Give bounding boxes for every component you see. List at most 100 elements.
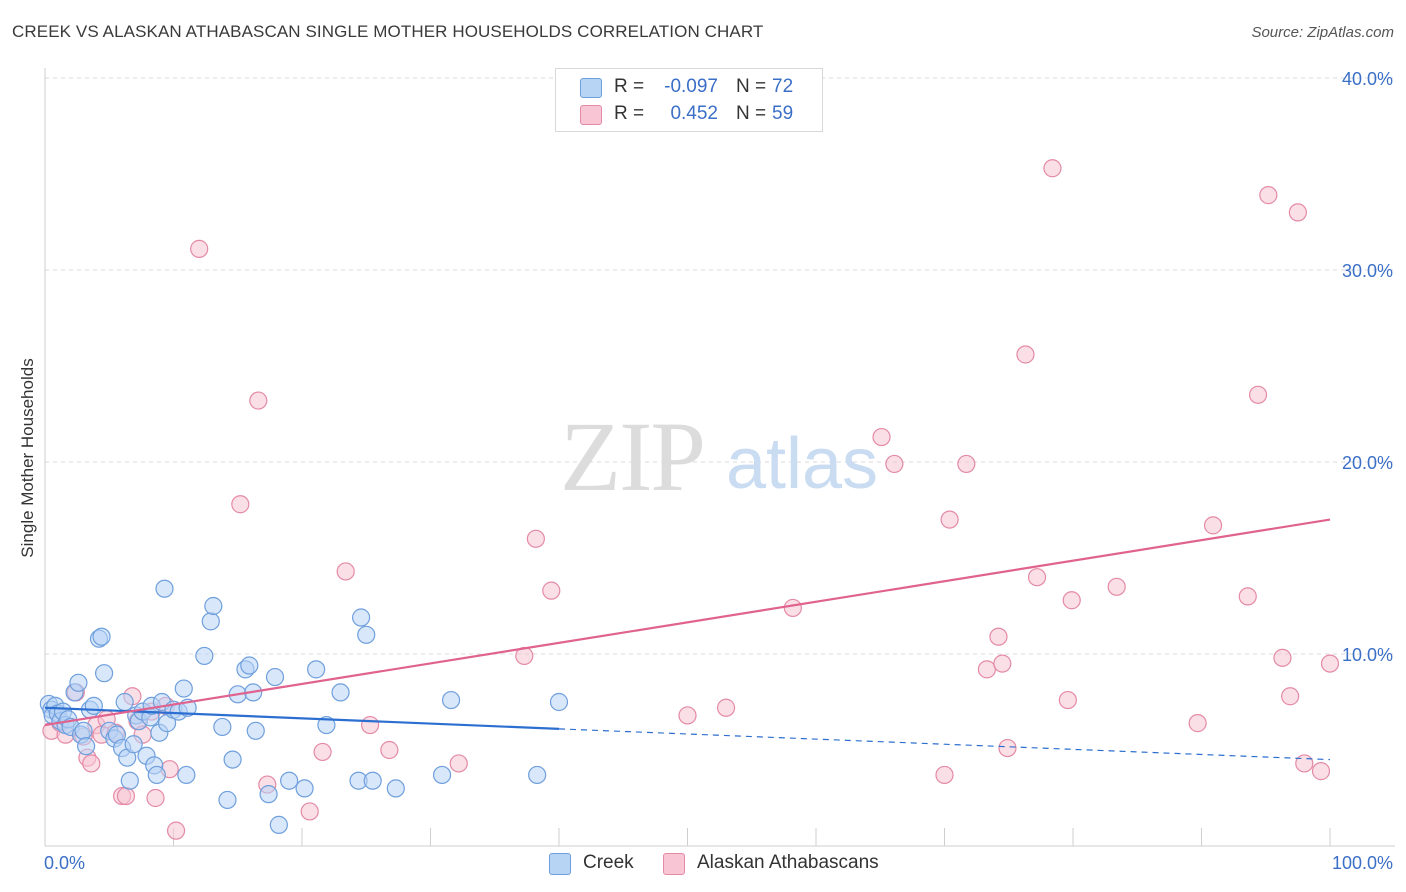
point-alaskan-athabascans	[977, 660, 997, 679]
point-alaskan-athabascans	[1248, 385, 1268, 404]
point-alaskan-athabascans	[300, 802, 319, 821]
point-alaskan-athabascans	[716, 698, 736, 717]
point-creek	[124, 735, 143, 754]
point-alaskan-athabascans	[231, 495, 250, 514]
point-creek	[363, 771, 382, 790]
point-creek	[177, 765, 196, 785]
legend-r-label: R =	[614, 103, 645, 124]
point-alaskan-athabascans	[885, 454, 904, 474]
bottom-legend-label-alaskan: Alaskan Athabascans	[697, 852, 879, 873]
point-alaskan-athabascans	[1043, 159, 1062, 178]
trend-line-alaskan-athabascans	[44, 518, 1331, 727]
point-creek	[92, 627, 111, 646]
series-creek	[39, 579, 569, 834]
point-alaskan-athabascans	[449, 754, 468, 773]
y-axis-label: Single Mother Households	[18, 358, 37, 558]
bottom-legend-swatch-alaskan	[663, 853, 685, 875]
point-alaskan-athabascans	[783, 598, 802, 618]
point-creek	[95, 664, 114, 683]
point-alaskan-athabascans	[526, 529, 545, 548]
grid-lines	[45, 77, 1395, 655]
point-creek	[317, 715, 336, 735]
point-creek	[357, 625, 376, 644]
point-alaskan-athabascans	[872, 427, 891, 447]
x-tick-label: 100.0%	[1332, 853, 1393, 873]
legend-n-value: 72	[772, 76, 794, 97]
point-creek	[295, 779, 314, 798]
trend-line-creek-extrapolated	[558, 728, 1331, 761]
point-alaskan-athabascans	[249, 391, 268, 410]
point-alaskan-athabascans	[1016, 345, 1035, 364]
point-creek	[259, 785, 278, 804]
point-creek	[240, 656, 259, 675]
point-alaskan-athabascans	[1295, 754, 1314, 773]
point-creek	[246, 721, 265, 740]
point-creek	[432, 765, 452, 785]
point-alaskan-athabascans	[940, 510, 959, 529]
point-creek	[213, 717, 232, 737]
point-creek	[74, 721, 93, 740]
point-alaskan-athabascans	[1188, 714, 1207, 733]
point-alaskan-athabascans	[190, 239, 209, 258]
source-label: Source: ZipAtlas.com	[1251, 24, 1394, 41]
point-alaskan-athabascans	[146, 788, 165, 808]
y-tick-label: 20.0%	[1342, 453, 1393, 473]
point-creek	[223, 750, 242, 769]
bottom-legend-label-creek: Creek	[583, 852, 634, 873]
point-alaskan-athabascans	[166, 821, 186, 840]
watermark-atlas: atlas	[726, 424, 878, 504]
point-creek	[218, 790, 237, 810]
point-alaskan-athabascans	[1281, 687, 1300, 706]
point-creek	[204, 596, 223, 616]
point-creek	[115, 692, 134, 712]
point-alaskan-athabascans	[1238, 587, 1257, 606]
point-alaskan-athabascans	[380, 740, 399, 760]
point-creek	[441, 690, 461, 710]
point-alaskan-athabascans	[993, 654, 1012, 673]
y-tick-label: 40.0%	[1342, 69, 1393, 89]
point-creek	[84, 696, 103, 715]
trend-lines	[44, 518, 1331, 761]
point-creek	[174, 679, 193, 698]
legend-r-label: R =	[614, 76, 645, 97]
point-alaskan-athabascans	[313, 742, 332, 762]
point-creek	[352, 608, 371, 627]
point-creek	[77, 737, 96, 756]
trend-line-creek	[44, 706, 560, 730]
point-alaskan-athabascans	[1311, 762, 1331, 781]
point-alaskan-athabascans	[1058, 690, 1077, 710]
point-creek	[549, 692, 569, 712]
point-alaskan-athabascans	[1107, 577, 1126, 596]
point-creek	[331, 683, 350, 702]
point-creek	[265, 667, 285, 687]
tick-labels: 10.0% 20.0% 30.0% 40.0% 0.0% 100.0%	[44, 69, 1393, 873]
point-alaskan-athabascans	[998, 738, 1017, 758]
point-alaskan-athabascans	[678, 706, 697, 725]
legend-swatch-creek	[580, 78, 602, 98]
chart-title: CREEK VS ALASKAN ATHABASCAN SINGLE MOTHE…	[12, 22, 764, 41]
point-alaskan-athabascans	[1259, 186, 1278, 205]
point-creek	[307, 660, 326, 679]
stats-legend: R = -0.097 N = 72 R = 0.452 N = 59	[555, 68, 823, 132]
point-alaskan-athabascans	[1288, 203, 1307, 222]
legend-n-value: 59	[772, 103, 794, 124]
point-creek	[195, 646, 214, 666]
point-alaskan-athabascans	[361, 715, 380, 735]
point-creek	[155, 579, 174, 598]
point-alaskan-athabascans	[1320, 654, 1340, 673]
point-creek	[280, 771, 299, 790]
point-alaskan-athabascans	[336, 562, 355, 581]
point-alaskan-athabascans	[1062, 591, 1081, 610]
point-creek	[69, 673, 88, 692]
point-creek	[528, 765, 547, 785]
point-creek	[201, 612, 220, 631]
point-alaskan-athabascans	[989, 627, 1008, 646]
x-tick-label: 0.0%	[44, 853, 85, 873]
point-alaskan-athabascans	[935, 765, 954, 785]
legend-r-value: 0.452	[670, 103, 718, 124]
point-alaskan-athabascans	[1273, 648, 1292, 667]
legend-r-value: -0.097	[664, 76, 718, 97]
point-creek	[269, 815, 288, 834]
point-creek	[147, 765, 166, 785]
